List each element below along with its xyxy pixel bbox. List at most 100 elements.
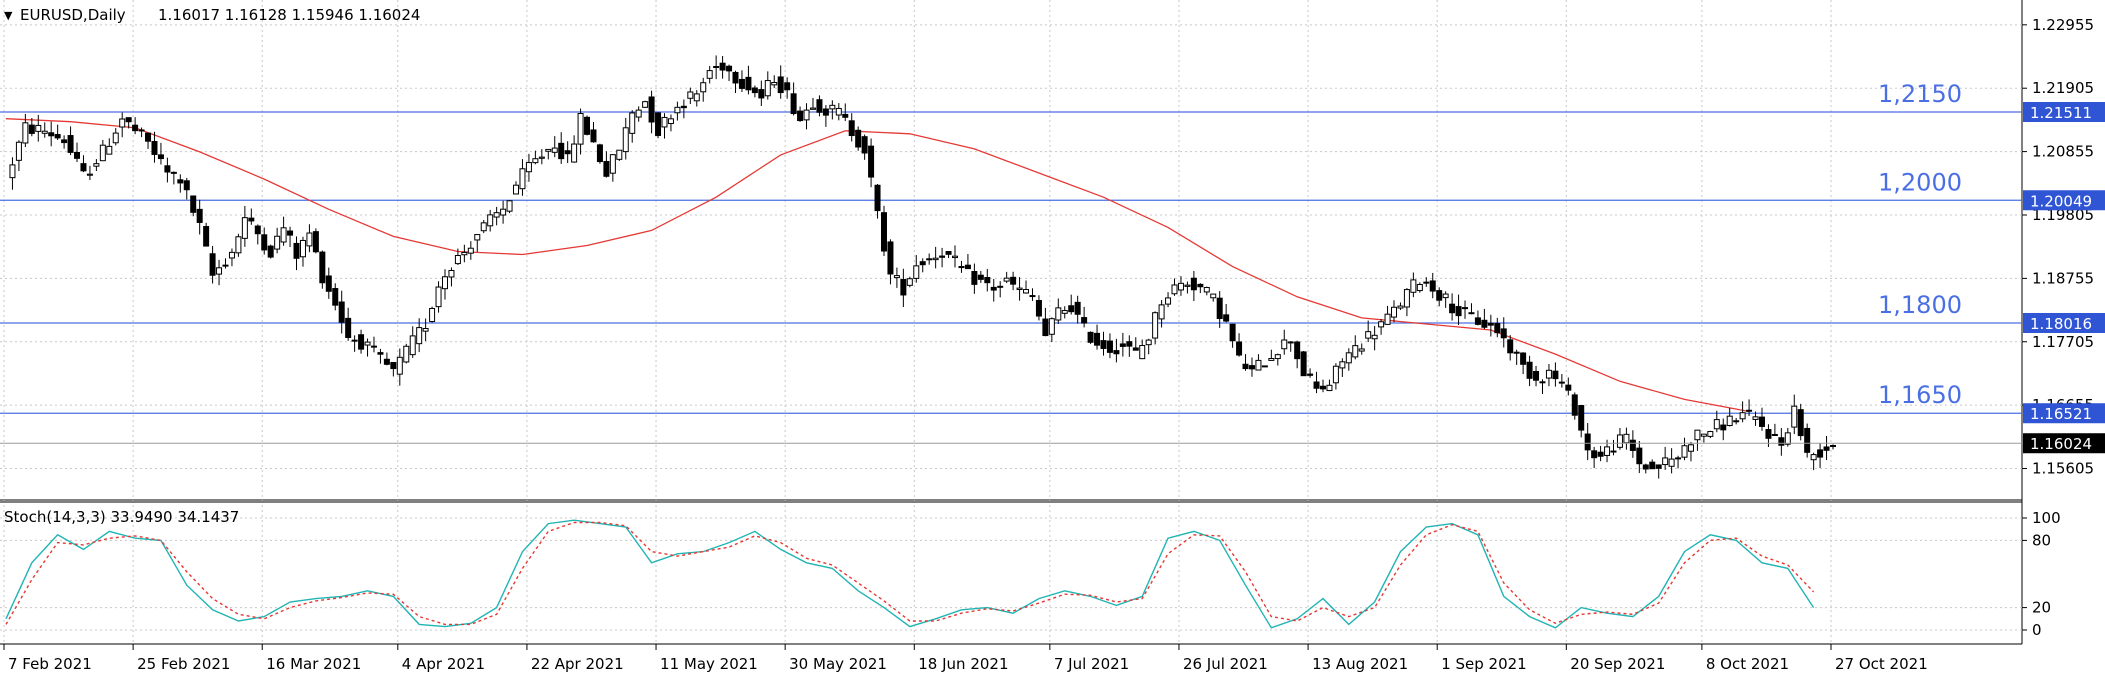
candle[interactable] xyxy=(383,352,390,366)
candle[interactable] xyxy=(1526,355,1533,387)
candle[interactable] xyxy=(661,113,668,139)
candle[interactable] xyxy=(48,121,55,147)
candle[interactable] xyxy=(15,140,22,172)
candle[interactable] xyxy=(151,131,158,163)
candle[interactable] xyxy=(952,245,959,268)
candle[interactable] xyxy=(248,208,255,225)
candle[interactable] xyxy=(1384,305,1391,325)
candle[interactable] xyxy=(1010,271,1017,291)
candle[interactable] xyxy=(551,136,558,158)
candle[interactable] xyxy=(829,100,836,120)
candle[interactable] xyxy=(874,184,881,219)
candle[interactable] xyxy=(1087,331,1094,344)
candle[interactable] xyxy=(977,270,984,283)
candle[interactable] xyxy=(1281,329,1288,355)
candle[interactable] xyxy=(9,157,16,190)
candle[interactable] xyxy=(926,253,933,265)
candle[interactable] xyxy=(429,306,436,323)
candle[interactable] xyxy=(1216,291,1223,328)
candle[interactable] xyxy=(1468,303,1475,315)
candle[interactable] xyxy=(758,80,765,106)
candle[interactable] xyxy=(1319,379,1326,393)
candle[interactable] xyxy=(1403,288,1410,317)
candle[interactable] xyxy=(1100,331,1107,356)
candle[interactable] xyxy=(751,85,758,98)
candle[interactable] xyxy=(319,250,326,289)
candle[interactable] xyxy=(1152,311,1159,345)
candle[interactable] xyxy=(532,150,539,165)
candle[interactable] xyxy=(203,222,210,247)
candle[interactable] xyxy=(1145,338,1152,355)
candle[interactable] xyxy=(958,260,965,273)
candle[interactable] xyxy=(880,205,887,257)
candle[interactable] xyxy=(855,126,862,151)
candle[interactable] xyxy=(906,276,913,288)
candle[interactable] xyxy=(1016,277,1023,301)
candle[interactable] xyxy=(403,343,410,364)
candle[interactable] xyxy=(1358,343,1365,355)
candle[interactable] xyxy=(370,336,377,353)
candle[interactable] xyxy=(1520,352,1527,375)
candle[interactable] xyxy=(1158,300,1165,328)
candle[interactable] xyxy=(435,281,442,313)
candle[interactable] xyxy=(1229,323,1236,348)
candle[interactable] xyxy=(157,142,164,165)
candle[interactable] xyxy=(803,103,810,130)
candle[interactable] xyxy=(209,245,216,284)
candle[interactable] xyxy=(106,138,113,155)
candle[interactable] xyxy=(538,149,545,165)
candle[interactable] xyxy=(1700,433,1707,443)
candle[interactable] xyxy=(422,318,429,342)
candle[interactable] xyxy=(448,267,455,287)
candle[interactable] xyxy=(493,206,500,226)
candle[interactable] xyxy=(1655,464,1662,479)
candle[interactable] xyxy=(28,118,35,137)
candle[interactable] xyxy=(299,236,306,267)
candle[interactable] xyxy=(1274,353,1281,366)
candle[interactable] xyxy=(1074,295,1081,324)
candle[interactable] xyxy=(1236,333,1243,357)
candle[interactable] xyxy=(1326,379,1333,392)
candle[interactable] xyxy=(119,112,126,138)
candle[interactable] xyxy=(609,154,616,182)
candle[interactable] xyxy=(287,226,294,247)
candle[interactable] xyxy=(655,112,662,139)
candle[interactable] xyxy=(1804,423,1811,458)
candle[interactable] xyxy=(261,227,268,255)
candle[interactable] xyxy=(1623,427,1630,450)
candle[interactable] xyxy=(99,140,106,162)
candle[interactable] xyxy=(1300,351,1307,377)
candle[interactable] xyxy=(771,75,778,88)
candle[interactable] xyxy=(1462,300,1469,319)
candle[interactable] xyxy=(584,115,591,136)
candle[interactable] xyxy=(390,361,397,377)
candle[interactable] xyxy=(1823,435,1830,461)
candles[interactable] xyxy=(9,55,1836,479)
candle[interactable] xyxy=(1035,295,1042,321)
candle[interactable] xyxy=(1378,319,1385,335)
candle[interactable] xyxy=(467,241,474,260)
candle[interactable] xyxy=(500,200,507,224)
candle[interactable] xyxy=(1694,429,1701,451)
candle[interactable] xyxy=(1636,440,1643,474)
candle[interactable] xyxy=(80,155,87,173)
candle[interactable] xyxy=(358,329,365,354)
candle[interactable] xyxy=(1558,373,1565,388)
candle[interactable] xyxy=(1023,280,1030,294)
candle[interactable] xyxy=(945,251,952,259)
candle[interactable] xyxy=(487,209,494,232)
candle[interactable] xyxy=(1294,340,1301,369)
candle[interactable] xyxy=(1068,294,1075,315)
candle[interactable] xyxy=(1255,354,1262,371)
candle[interactable] xyxy=(164,157,171,183)
candle[interactable] xyxy=(461,244,468,263)
candle[interactable] xyxy=(842,103,849,122)
candle[interactable] xyxy=(112,128,119,146)
candle[interactable] xyxy=(1210,293,1217,302)
candle[interactable] xyxy=(1106,333,1113,359)
candle[interactable] xyxy=(513,181,520,195)
candle[interactable] xyxy=(919,258,926,273)
candle[interactable] xyxy=(1268,349,1275,361)
candle[interactable] xyxy=(635,106,642,122)
candle[interactable] xyxy=(1687,441,1694,462)
